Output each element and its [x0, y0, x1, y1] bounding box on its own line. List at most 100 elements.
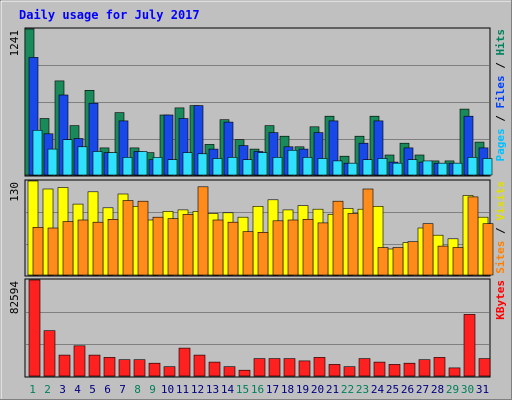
day-label: 27 — [416, 383, 429, 396]
bar-sites-day-21 — [332, 200, 344, 276]
bar-kbytes-day-16 — [253, 358, 266, 377]
day-label: 14 — [221, 383, 235, 396]
bar-kbytes-day-1 — [28, 279, 41, 377]
day-label: 24 — [371, 383, 385, 396]
legend-entry: Files — [494, 75, 507, 108]
bar-kbytes-day-23 — [358, 358, 371, 377]
bar-kbytes-day-17 — [268, 358, 281, 377]
bar-pages-day-3 — [62, 139, 73, 176]
day-label: 12 — [191, 383, 204, 396]
bar-sites-day-26 — [407, 241, 419, 276]
bar-kbytes-day-8 — [133, 359, 146, 377]
bar-sites-day-23 — [362, 188, 374, 276]
bar-pages-day-12 — [197, 153, 208, 176]
day-label: 25 — [386, 383, 399, 396]
bar-kbytes-day-25 — [388, 364, 401, 377]
panel-legend: Sites / Visits — [494, 181, 507, 274]
bar-pages-day-30 — [467, 157, 478, 176]
day-label: 19 — [296, 383, 309, 396]
bar-sites-day-19 — [302, 219, 314, 276]
bar-pages-day-23 — [362, 159, 373, 176]
legend-entry: Visits — [494, 181, 507, 221]
bar-pages-day-25 — [392, 162, 403, 176]
bar-kbytes-day-2 — [43, 330, 56, 377]
bar-pages-day-31 — [482, 158, 493, 176]
bar-sites-day-3 — [62, 221, 74, 276]
day-label: 30 — [461, 383, 474, 396]
bar-sites-day-8 — [137, 200, 149, 276]
bar-sites-day-10 — [167, 218, 179, 276]
bar-pages-day-20 — [317, 158, 328, 176]
bar-sites-day-14 — [227, 221, 239, 276]
legend-entry: Sites — [494, 241, 507, 274]
day-label: 16 — [251, 383, 264, 396]
bar-sites-day-29 — [452, 247, 464, 276]
day-label: 18 — [281, 383, 294, 396]
day-label: 23 — [356, 383, 369, 396]
day-label: 4 — [74, 383, 81, 396]
bar-sites-day-1 — [32, 227, 44, 276]
bar-kbytes-day-9 — [148, 362, 161, 377]
legend-entry: Pages — [494, 128, 507, 161]
day-label: 7 — [119, 383, 126, 396]
bar-kbytes-day-10 — [163, 366, 176, 377]
bar-kbytes-day-28 — [433, 357, 446, 377]
legend-entry: / — [494, 56, 507, 76]
bar-sites-day-11 — [182, 214, 194, 276]
bar-pages-day-14 — [227, 157, 238, 176]
bar-sites-day-6 — [107, 219, 119, 276]
day-label: 3 — [59, 383, 66, 396]
bar-pages-day-28 — [437, 162, 448, 176]
panel-3: 82594 KBytes — [8, 278, 507, 378]
bar-kbytes-day-11 — [178, 347, 191, 377]
bar-kbytes-day-6 — [103, 357, 116, 377]
bar-kbytes-day-20 — [313, 357, 326, 377]
bar-sites-day-28 — [437, 245, 449, 276]
bar-sites-day-13 — [212, 219, 224, 276]
bar-kbytes-day-31 — [478, 358, 491, 377]
bar-pages-day-6 — [107, 152, 118, 176]
bar-sites-day-5 — [92, 221, 104, 276]
bar-pages-day-5 — [92, 151, 103, 176]
legend-entry: KBytes — [494, 280, 507, 320]
bar-sites-day-4 — [77, 219, 89, 276]
legend-entry: Hits — [494, 29, 507, 56]
day-label: 13 — [206, 383, 219, 396]
bar-pages-day-27 — [422, 160, 433, 176]
day-label: 22 — [341, 383, 354, 396]
bar-sites-day-25 — [392, 247, 404, 276]
bar-sites-day-17 — [272, 220, 284, 276]
day-label: 20 — [311, 383, 324, 396]
bar-kbytes-day-7 — [118, 359, 131, 377]
bar-pages-day-24 — [377, 158, 388, 176]
day-label: 1 — [29, 383, 36, 396]
bar-sites-day-18 — [287, 219, 299, 276]
legend-entry: / — [494, 109, 507, 129]
bar-kbytes-day-26 — [403, 362, 416, 377]
day-label: 2 — [44, 383, 51, 396]
bar-kbytes-day-27 — [418, 359, 431, 377]
legend-entry: / — [494, 221, 507, 241]
bar-sites-day-27 — [422, 223, 434, 276]
bar-sites-day-30 — [467, 196, 479, 276]
bar-pages-day-17 — [272, 157, 283, 176]
bar-pages-day-21 — [332, 160, 343, 176]
bar-sites-day-12 — [197, 186, 209, 276]
day-label: 8 — [134, 383, 141, 396]
day-label: 31 — [476, 383, 489, 396]
bar-kbytes-day-4 — [73, 345, 86, 377]
bar-kbytes-day-30 — [463, 314, 476, 377]
day-label: 5 — [89, 383, 96, 396]
bar-sites-day-15 — [242, 231, 254, 276]
bar-kbytes-day-3 — [58, 354, 71, 377]
day-label: 17 — [266, 383, 279, 396]
day-label: 10 — [161, 383, 174, 396]
day-label: 6 — [104, 383, 111, 396]
bar-sites-day-20 — [317, 222, 329, 276]
bar-kbytes-day-13 — [208, 361, 221, 377]
bar-sites-day-9 — [152, 216, 164, 276]
day-label: 9 — [149, 383, 156, 396]
bar-kbytes-day-15 — [238, 369, 251, 377]
bar-pages-day-26 — [407, 159, 418, 176]
bar-sites-day-2 — [47, 227, 59, 276]
